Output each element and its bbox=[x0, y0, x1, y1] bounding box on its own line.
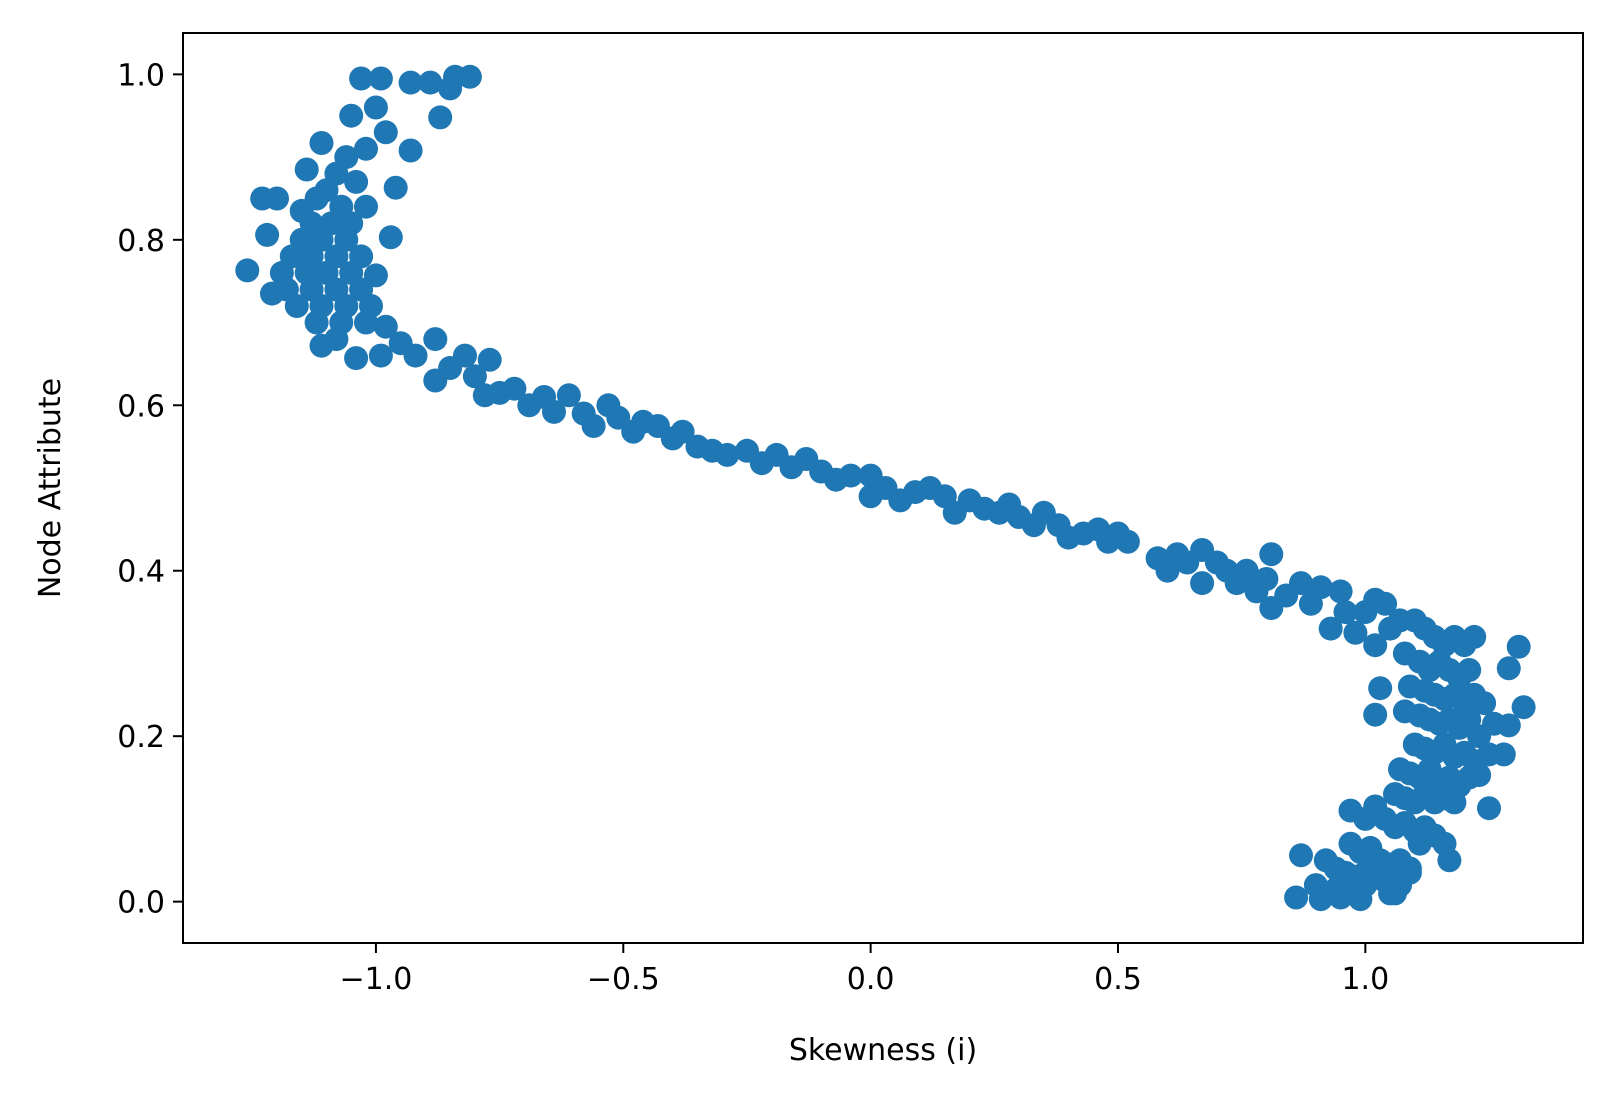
scatter-point bbox=[304, 186, 329, 211]
scatter-point bbox=[324, 327, 349, 352]
scatter-point bbox=[1496, 713, 1521, 738]
x-tick-label: 1.0 bbox=[1341, 962, 1389, 997]
x-tick-label: 0.5 bbox=[1094, 962, 1142, 997]
scatter-point bbox=[373, 120, 398, 145]
scatter-point bbox=[349, 66, 374, 91]
points-layer bbox=[235, 64, 1536, 912]
plot-frame bbox=[182, 32, 1584, 944]
scatter-point bbox=[1333, 600, 1358, 625]
scatter-point bbox=[1373, 856, 1398, 881]
scatter-point bbox=[1383, 881, 1407, 906]
scatter-point bbox=[339, 103, 364, 128]
scatter-point bbox=[383, 175, 408, 200]
scatter-point bbox=[398, 138, 423, 163]
scatter-point bbox=[1506, 634, 1531, 659]
scatter-point bbox=[502, 376, 527, 401]
scatter-point bbox=[670, 419, 695, 444]
scatter-point bbox=[354, 194, 378, 219]
scatter-point bbox=[1259, 542, 1284, 567]
y-tick-label: 0.2 bbox=[117, 720, 165, 755]
scatter-point bbox=[1343, 620, 1368, 645]
scatter-point bbox=[1289, 571, 1313, 596]
scatter-point bbox=[1234, 558, 1259, 583]
scatter-point bbox=[294, 157, 319, 182]
scatter-point bbox=[542, 399, 566, 424]
scatter-point bbox=[1496, 656, 1521, 681]
scatter-point bbox=[398, 70, 423, 95]
scatter-point bbox=[1328, 885, 1353, 910]
scatter-point bbox=[1348, 887, 1373, 912]
x-tick-label: −1.0 bbox=[340, 962, 413, 997]
scatter-point bbox=[1363, 702, 1388, 727]
scatter-point bbox=[1289, 843, 1313, 868]
scatter-point bbox=[1284, 885, 1309, 910]
scatter-point bbox=[428, 105, 453, 130]
scatter-point bbox=[1363, 633, 1388, 658]
x-axis-title: Skewness (i) bbox=[789, 1033, 977, 1068]
scatter-point bbox=[715, 442, 740, 467]
scatter-point bbox=[477, 347, 502, 372]
scatter-point bbox=[1328, 579, 1353, 604]
scatter-point bbox=[1407, 831, 1432, 856]
scatter-point bbox=[304, 310, 329, 335]
scatter-point bbox=[284, 294, 309, 318]
y-axis: 0.0 0.2 0.4 0.6 0.8 1.0 bbox=[117, 58, 183, 921]
scatter-point bbox=[235, 258, 260, 283]
scatter-point bbox=[1437, 848, 1462, 873]
scatter-point bbox=[1308, 575, 1333, 600]
scatter-point bbox=[1190, 571, 1215, 596]
scatter-point bbox=[255, 222, 280, 247]
scatter-point bbox=[354, 310, 378, 335]
scatter-point bbox=[457, 64, 482, 89]
x-tick-label: −0.5 bbox=[587, 962, 660, 997]
scatter-point bbox=[378, 225, 403, 250]
scatter-point bbox=[1397, 860, 1422, 885]
scatter-point bbox=[453, 343, 477, 368]
scatter-point bbox=[265, 186, 289, 211]
y-tick-label: 0.6 bbox=[117, 389, 165, 424]
y-tick-label: 0.0 bbox=[117, 886, 165, 921]
scatter-point bbox=[581, 414, 606, 438]
x-tick-label: 0.0 bbox=[847, 962, 895, 997]
scatter-point bbox=[1254, 567, 1279, 591]
scatter-point bbox=[1457, 658, 1482, 682]
scatter-point bbox=[462, 364, 487, 389]
scatter-point bbox=[344, 346, 369, 371]
y-tick-label: 0.4 bbox=[117, 555, 165, 590]
y-axis-title: Node Attribute bbox=[33, 378, 68, 598]
scatter-point bbox=[438, 76, 463, 101]
scatter-point bbox=[838, 463, 863, 488]
scatter-point bbox=[1467, 763, 1492, 788]
scatter-point bbox=[1511, 695, 1536, 720]
scatter-point bbox=[423, 327, 448, 352]
scatter-point bbox=[373, 314, 398, 339]
scatter-point bbox=[1318, 616, 1343, 641]
scatter-point bbox=[1373, 591, 1398, 616]
scatter-point bbox=[368, 343, 393, 368]
scatter-point bbox=[403, 343, 428, 368]
scatter-point bbox=[1115, 529, 1140, 554]
scatter-point bbox=[1462, 624, 1487, 649]
scatter-point bbox=[363, 95, 388, 120]
scatter-point bbox=[344, 169, 369, 194]
x-axis: −1.0 −0.5 0.0 0.5 1.0 bbox=[340, 943, 1389, 997]
y-tick-label: 1.0 bbox=[117, 58, 165, 93]
y-tick-label: 0.8 bbox=[117, 224, 165, 259]
scatter-point bbox=[1368, 676, 1393, 701]
scatter-point bbox=[368, 66, 393, 91]
scatter-point bbox=[556, 383, 581, 408]
scatter-point bbox=[1477, 796, 1501, 821]
scatter-point bbox=[1491, 742, 1516, 767]
scatter-point bbox=[418, 70, 443, 95]
scatter-point bbox=[309, 131, 334, 155]
scatter-point bbox=[1308, 887, 1333, 912]
scatter-point bbox=[1472, 691, 1497, 716]
scatter-point bbox=[354, 136, 378, 161]
scatter-point bbox=[1442, 790, 1467, 815]
